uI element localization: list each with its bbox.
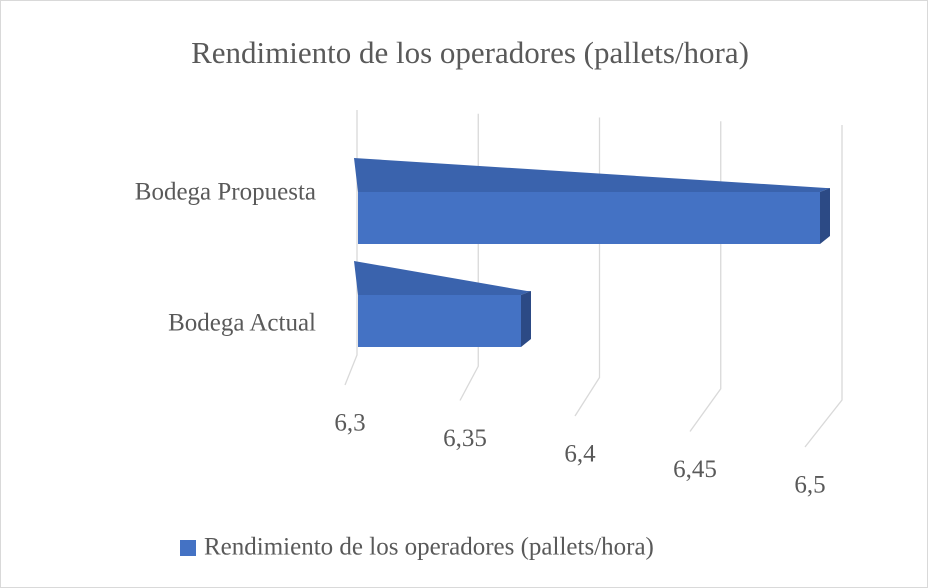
x-tick-label: 6,3: [334, 410, 365, 437]
x-tick-label: 6,4: [564, 441, 596, 468]
bar-top: [354, 158, 830, 192]
bar-side: [521, 291, 531, 347]
x-tick-label: 6,45: [673, 456, 717, 483]
bar-top: [354, 261, 531, 295]
legend-swatch: [180, 540, 196, 556]
grid-line: [344, 110, 358, 386]
bar-front: [358, 295, 521, 347]
y-tick-label: Bodega Actual: [168, 310, 316, 337]
bar-front: [358, 192, 820, 244]
grid-line: [804, 125, 843, 448]
bar-side: [820, 188, 830, 244]
chart-title: Rendimiento de los operadores (pallets/h…: [191, 35, 749, 70]
y-tick-label: Bodega Propuesta: [135, 179, 316, 206]
bar: [354, 261, 531, 347]
legend-label: Rendimiento de los operadores (pallets/h…: [204, 534, 654, 561]
x-tick-label: 6,5: [794, 472, 825, 499]
bar: [354, 158, 830, 244]
x-tick-label: 6,35: [443, 425, 487, 452]
